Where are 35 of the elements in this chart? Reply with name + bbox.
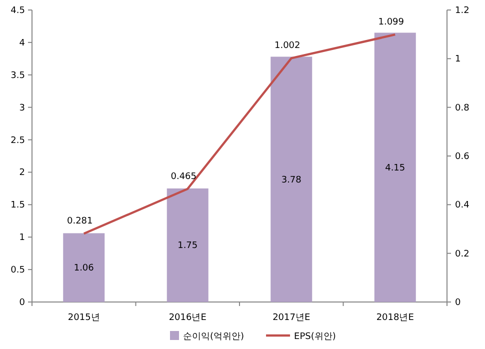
y-tick-label: 0.5	[10, 266, 25, 276]
y2-tick-label: 0.6	[455, 152, 470, 162]
y-tick-label: 3	[19, 103, 25, 114]
data-label: 1.06	[74, 264, 94, 274]
bar	[166, 188, 208, 302]
y-tick-label: 2.5	[10, 136, 25, 146]
y-tick-label: 2	[19, 168, 25, 178]
y-tick-label: 3.5	[10, 70, 25, 81]
data-label: 0.465	[170, 172, 197, 182]
bar	[270, 56, 312, 302]
data-label: 4.15	[385, 163, 406, 174]
data-label: 1.099	[378, 18, 404, 28]
y2-tick-label: 0	[455, 298, 461, 308]
bar	[63, 233, 105, 302]
y2-tick-label: 0.8	[455, 103, 470, 114]
y-tick-label: 1.5	[10, 200, 25, 211]
x-tick-label: 2015년	[68, 313, 100, 323]
y2-tick-label: 1	[455, 54, 461, 65]
legend-label: EPS(위안)	[294, 332, 336, 342]
bar	[374, 32, 416, 302]
y-tick-label: 4.5	[10, 6, 25, 16]
x-tick-label: 2018년E	[376, 313, 414, 323]
x-tick-label: 2016년E	[168, 313, 207, 323]
data-label: 3.78	[281, 175, 302, 186]
y2-tick-label: 0.4	[455, 200, 470, 211]
data-label: 1.75	[178, 241, 198, 252]
y2-tick-label: 1.2	[455, 6, 470, 16]
legend-label: 순이익(억위안)	[183, 332, 244, 342]
y-tick-label: 1	[19, 233, 25, 244]
data-label: 0.281	[66, 216, 93, 227]
y-tick-label: 0	[19, 298, 26, 308]
y-tick-label: 4	[19, 38, 26, 48]
y2-tick-label: 0.2	[455, 249, 470, 260]
data-label: 1.002	[274, 41, 300, 52]
x-tick-label: 2017년E	[272, 313, 310, 323]
